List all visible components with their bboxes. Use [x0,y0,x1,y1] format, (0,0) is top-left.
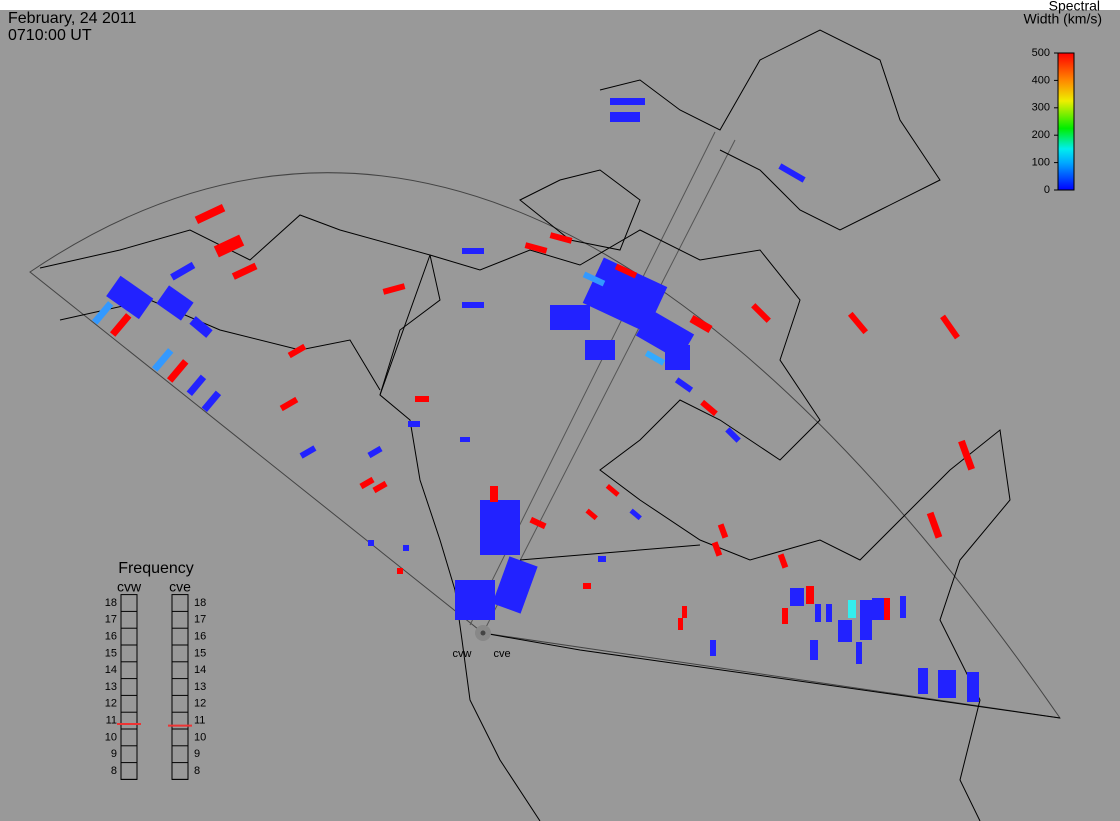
frequency-tick-label: 13 [105,681,117,693]
frequency-title: Frequency [118,560,194,577]
colorbar-tick-label: 0 [1044,184,1050,196]
time: 0710:00 UT [8,27,92,44]
colorbar-tick-label: 400 [1032,74,1050,86]
frequency-tick-label: 11 [194,715,205,727]
frequency-tick-label: 16 [105,631,117,643]
frequency-tick-label: 12 [105,698,117,710]
colorbar-title: Width (km/s) [1023,11,1102,27]
frequency-tick-label: 12 [194,698,206,710]
frequency-tick-label: 18 [194,597,206,609]
frequency-tick-label: 17 [194,614,206,626]
colorbar-tick-label: 300 [1032,102,1050,114]
frequency-tick-label: 15 [194,647,206,659]
colorbar-tick-label: 100 [1032,157,1050,169]
radar-label: cvw [453,648,472,660]
coastline [429,229,1011,821]
date: February, 24 2011 [8,10,136,27]
frequency-tick-label: 10 [194,731,206,743]
colorbar-tick-label: 200 [1032,129,1050,141]
colorbar-title: Spectral [1049,0,1100,14]
frequency-tick-label: 10 [105,731,117,743]
fan-outline [29,172,1062,719]
colorbar [1057,52,1075,191]
frequency-tick-label: 9 [194,748,200,760]
frequency-tick-label: 18 [105,597,117,609]
radar-name: cvw [117,579,142,595]
frequency-tick-label: 13 [194,681,206,693]
frequency-tick-label: 8 [111,765,117,777]
frequency-tick-label: 9 [111,748,117,760]
frequency-tick-label: 16 [194,631,206,643]
radar-site [480,630,486,636]
radar-name: cve [169,579,191,595]
colorbar-tick-label: 500 [1032,47,1050,59]
background [0,10,1120,821]
echoes [91,98,979,702]
frequency-tick-label: 8 [194,765,200,777]
frequency-tick-label: 17 [105,614,117,626]
border [379,254,1061,719]
coastline [39,214,541,821]
frequency-tick-label: 14 [105,664,117,676]
radar-label: cve [493,648,510,660]
frequency-tick-label: 15 [105,647,117,659]
frequency-tick-label: 14 [194,664,206,676]
frequency-tick-label: 11 [106,715,117,727]
